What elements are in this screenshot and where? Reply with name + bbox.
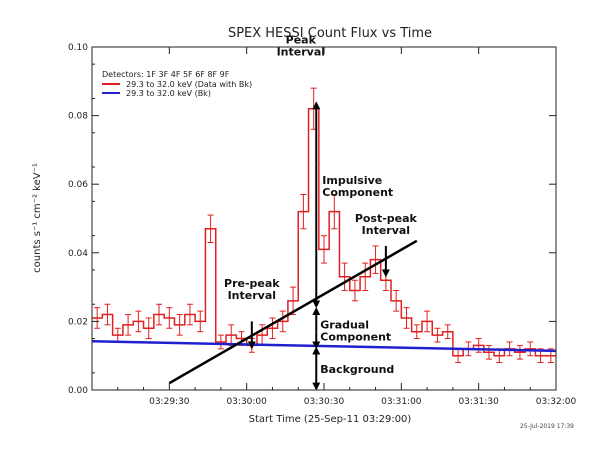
peak-label: Peak bbox=[286, 34, 317, 47]
x-tick-label: 03:32:00 bbox=[536, 397, 577, 407]
y-axis-title: counts s⁻¹ cm⁻² keV⁻¹ bbox=[32, 163, 43, 273]
legend-label: 29.3 to 32.0 keV (Bk) bbox=[126, 89, 211, 98]
gradual-fit-line bbox=[168, 239, 418, 385]
y-tick-label: 0.04 bbox=[68, 249, 88, 259]
axes: 0.00 0.02 0.04 0.06 0.08 0.10 03:29:30 03:30:00… bbox=[68, 43, 577, 407]
pre-peak-label: Pre-peak bbox=[224, 277, 280, 290]
series-layer bbox=[91, 87, 557, 364]
y-tick-label: 0.06 bbox=[68, 180, 88, 190]
x-tick-label: 03:29:30 bbox=[149, 397, 190, 407]
chart-title: SPEX HESSI Count Flux vs Time bbox=[228, 26, 432, 41]
gradual-label: Gradual bbox=[320, 318, 369, 331]
impulsive-label: Impulsive bbox=[322, 174, 382, 187]
background-line bbox=[91, 340, 557, 353]
x-tick-label: 03:30:30 bbox=[304, 397, 345, 407]
pre-peak-label: Interval bbox=[228, 289, 276, 302]
y-tick-label: 0.10 bbox=[68, 43, 88, 53]
y-tick-label: 0.02 bbox=[68, 317, 88, 327]
y-tick-label: 0.08 bbox=[68, 112, 88, 122]
x-tick-label: 03:31:00 bbox=[381, 397, 422, 407]
gradual-label: Component bbox=[320, 330, 391, 343]
post-peak-label: Interval bbox=[362, 224, 410, 237]
x-tick-label: 03:30:00 bbox=[226, 397, 267, 407]
footer-timestamp: 25-Jul-2019 17:39 bbox=[520, 423, 574, 430]
y-tick-label: 0.00 bbox=[68, 386, 88, 396]
impulsive-label: Component bbox=[322, 186, 393, 199]
post-peak-label: Post-peak bbox=[355, 212, 418, 225]
x-tick-label: 03:31:30 bbox=[458, 397, 499, 407]
legend-header: Detectors: 1F 3F 4F 5F 6F 8F 9F bbox=[102, 70, 230, 79]
x-axis-title: Start Time (25-Sep-11 03:29:00) bbox=[249, 414, 412, 425]
peak-label: Interval bbox=[277, 46, 325, 59]
background-label: Background bbox=[320, 363, 394, 376]
data-histogram-line bbox=[92, 107, 556, 357]
annotation-layer: PeakIntervalImpulsiveComponentPost-peakI… bbox=[168, 34, 418, 391]
legend-label: 29.3 to 32.0 keV (Data with Bk) bbox=[126, 80, 252, 89]
